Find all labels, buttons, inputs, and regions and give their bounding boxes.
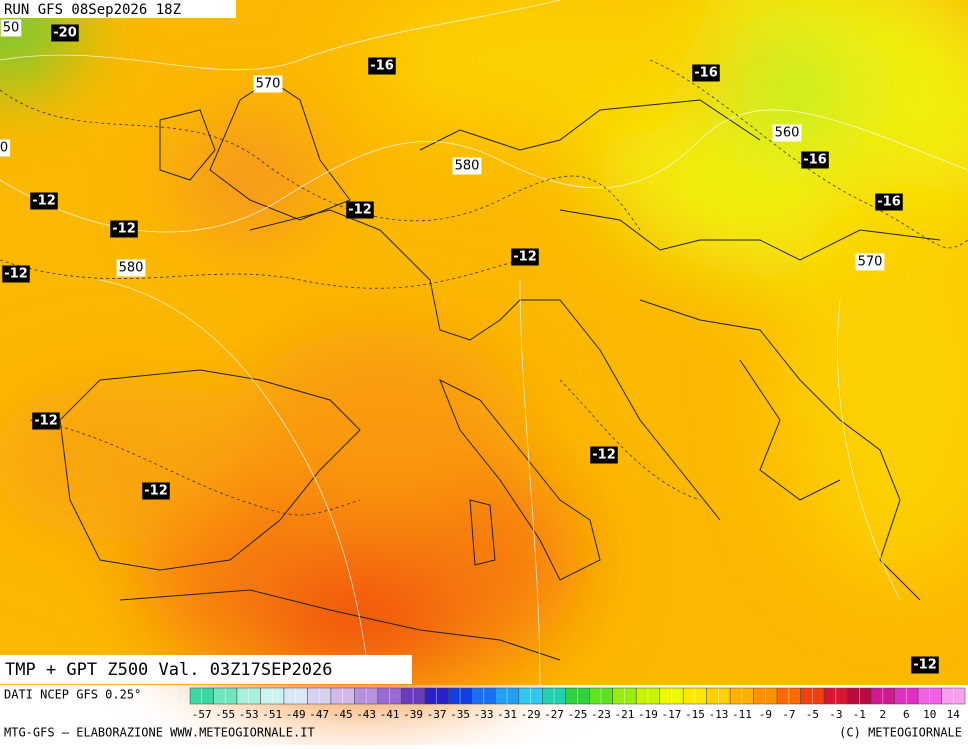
scale-label: -15 bbox=[685, 708, 705, 721]
label-box bbox=[32, 412, 60, 430]
height-label: 580 bbox=[455, 159, 480, 174]
height-label: 570 bbox=[256, 77, 281, 92]
scale-label: -37 bbox=[427, 708, 447, 721]
scale-label: 6 bbox=[903, 708, 910, 721]
temperature-label: -20 bbox=[53, 26, 77, 41]
scale-label: 14 bbox=[947, 708, 961, 721]
scale-label: -51 bbox=[262, 708, 282, 721]
scale-label: -9 bbox=[759, 708, 772, 721]
scale-label: -35 bbox=[450, 708, 470, 721]
label-box bbox=[253, 75, 283, 93]
color-scale: -57 -55 -53 -51 -49 -47 -45 -43 -41 -39 -37 -35 -33-… bbox=[189, 687, 966, 721]
scale-label: 2 bbox=[879, 708, 886, 721]
label-box bbox=[801, 151, 829, 169]
height-label: 0 bbox=[0, 141, 8, 156]
label-box bbox=[0, 139, 11, 157]
scale-label: -43 bbox=[356, 708, 376, 721]
scale-label: -1 bbox=[853, 708, 866, 721]
label-box bbox=[51, 24, 79, 42]
temperature-label: -16 bbox=[694, 66, 718, 81]
temperature-field bbox=[0, 0, 968, 700]
temperature-label: -12 bbox=[144, 484, 168, 499]
run-box bbox=[0, 0, 236, 18]
scale-label: -3 bbox=[829, 708, 842, 721]
scale-label: -19 bbox=[638, 708, 658, 721]
source-label: DATI NCEP GFS 0.25° bbox=[4, 688, 141, 702]
height-label: 560 bbox=[775, 126, 800, 141]
contours bbox=[0, 0, 968, 686]
scale-label: -29 bbox=[521, 708, 541, 721]
scale-label: -11 bbox=[732, 708, 752, 721]
label-box bbox=[772, 124, 802, 142]
scale-label: -23 bbox=[591, 708, 611, 721]
height-labels: 50 570 0 580 560 580 570 bbox=[0, 19, 885, 277]
temperature-label: -12 bbox=[513, 250, 537, 265]
temperature-label: -16 bbox=[370, 59, 394, 74]
temperature-label: -16 bbox=[877, 195, 901, 210]
label-box bbox=[2, 265, 30, 283]
scale-label: -17 bbox=[662, 708, 682, 721]
label-box bbox=[875, 193, 903, 211]
label-box bbox=[346, 201, 374, 219]
label-box bbox=[855, 253, 885, 271]
label-box bbox=[590, 446, 618, 464]
label-box bbox=[511, 248, 539, 266]
scale-label: -21 bbox=[615, 708, 635, 721]
scale-label: -27 bbox=[544, 708, 564, 721]
label-box bbox=[116, 259, 146, 277]
label-box bbox=[0, 19, 22, 37]
label-box bbox=[368, 57, 396, 75]
label-box bbox=[452, 157, 482, 175]
run-label: RUN GFS 08Sep2026 18Z bbox=[4, 2, 181, 18]
temperature-label: -16 bbox=[803, 153, 827, 168]
temperature-label: -12 bbox=[112, 222, 136, 237]
temperature-labels: -20 -16 -16 -16 -16 -12 -12 -12 -12 -12 … bbox=[2, 24, 939, 674]
scale-label: -7 bbox=[782, 708, 795, 721]
footer-right: (C) METEOGIORNALE bbox=[839, 726, 962, 740]
scale-label: -33 bbox=[474, 708, 494, 721]
scale-label: -57 bbox=[192, 708, 212, 721]
scale-label: -5 bbox=[806, 708, 819, 721]
scale-label: -13 bbox=[708, 708, 728, 721]
scale-label: -25 bbox=[568, 708, 588, 721]
height-label: 50 bbox=[3, 21, 20, 36]
map-title: TMP + GPT Z500 Val. 03Z17SEP2026 bbox=[5, 660, 333, 680]
scale-label: -39 bbox=[403, 708, 423, 721]
temperature-label: -12 bbox=[348, 203, 372, 218]
title-box bbox=[0, 655, 412, 684]
scale-label: -55 bbox=[215, 708, 235, 721]
label-box bbox=[142, 482, 170, 500]
scale-label: -47 bbox=[309, 708, 329, 721]
footer-left: MTG-GFS — ELABORAZIONE WWW.METEOGIORNALE… bbox=[4, 726, 315, 740]
temperature-label: -12 bbox=[4, 267, 28, 282]
temperature-label: -12 bbox=[913, 658, 937, 673]
label-box bbox=[30, 192, 58, 210]
height-label: 580 bbox=[119, 261, 144, 276]
scale-label: 10 bbox=[923, 708, 936, 721]
temperature-label: -12 bbox=[34, 414, 58, 429]
label-box bbox=[110, 220, 138, 238]
scale-label: -53 bbox=[239, 708, 259, 721]
scale-label: -41 bbox=[380, 708, 400, 721]
temperature-label: -12 bbox=[592, 448, 616, 463]
label-box bbox=[692, 64, 720, 82]
label-box bbox=[911, 656, 939, 674]
temperature-label: -12 bbox=[32, 194, 56, 209]
scale-label: -45 bbox=[333, 708, 353, 721]
scale-label: -49 bbox=[286, 708, 306, 721]
scale-label: -31 bbox=[497, 708, 517, 721]
height-label: 570 bbox=[858, 255, 883, 270]
